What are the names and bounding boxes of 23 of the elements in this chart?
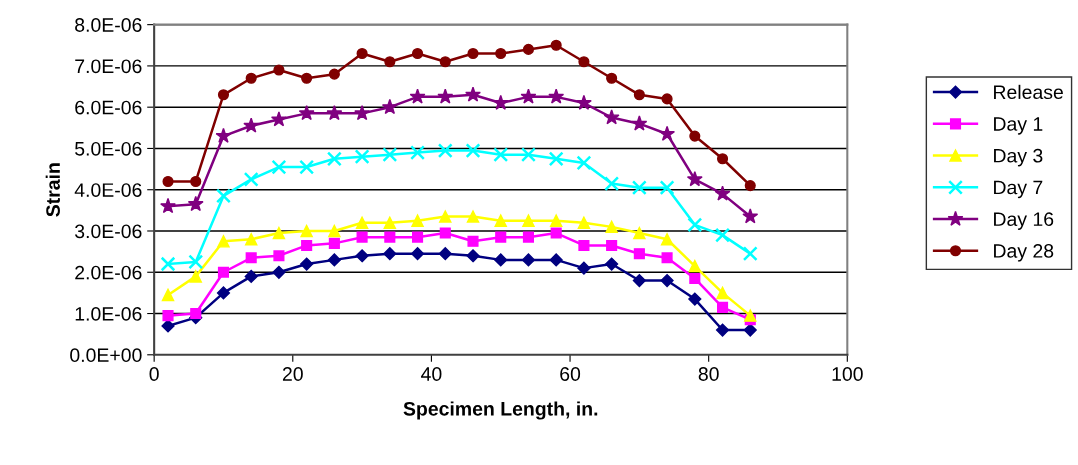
x-tick-label: 20 — [282, 367, 303, 381]
y-tick-label: 8.0E-06 — [75, 18, 142, 32]
legend-label: Day 16 — [994, 212, 1054, 230]
y-tick-label: 0.0E+00 — [70, 348, 142, 363]
y-tick-label: 2.0E-06 — [75, 265, 142, 280]
y-axis-title: Strain — [45, 163, 60, 217]
x-tick-label: 60 — [560, 367, 581, 381]
x-axis-title: Specimen Length, in. — [403, 401, 598, 420]
y-tick-label: 1.0E-06 — [75, 306, 142, 321]
legend-label: Day 28 — [994, 244, 1054, 262]
x-tick-label: 40 — [421, 367, 442, 381]
legend-label: Release — [994, 84, 1063, 100]
legend-label: Day 1 — [994, 117, 1043, 135]
y-tick-label: 5.0E-06 — [75, 141, 142, 156]
x-tick-label: 100 — [832, 367, 863, 381]
y-tick-label: 6.0E-06 — [75, 100, 142, 115]
y-tick-label: 4.0E-06 — [74, 183, 142, 197]
y-tick-label: 7.0E-06 — [75, 59, 142, 74]
legend-label: Day 3 — [994, 148, 1043, 167]
x-tick-label: 80 — [698, 367, 719, 381]
x-tick-label: 0 — [149, 367, 159, 381]
legend-label: Day 7 — [994, 180, 1043, 199]
y-tick-label: 3.0E-06 — [74, 224, 142, 239]
